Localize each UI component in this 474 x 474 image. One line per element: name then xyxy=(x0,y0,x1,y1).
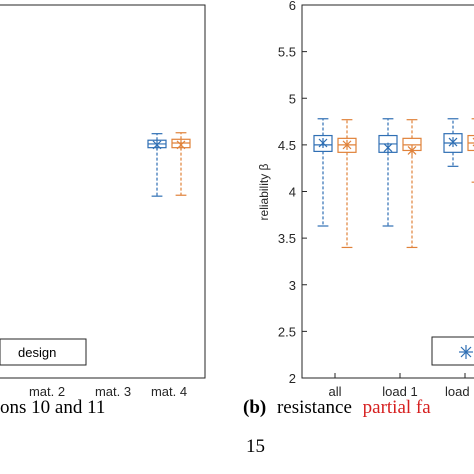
y-tick-label: 5.5 xyxy=(278,45,296,60)
right-caption-highlight: partial fa xyxy=(363,397,432,418)
y-tick-label: 6 xyxy=(289,0,296,13)
mean-marker xyxy=(176,139,186,150)
left-caption: ons 10 and 11 xyxy=(0,397,105,418)
page-number: 15 xyxy=(246,436,265,457)
y-tick-label: 3 xyxy=(289,278,296,293)
left-axes-frame xyxy=(0,4,206,379)
right-box-plots xyxy=(313,118,474,249)
right-box-blue-0 xyxy=(313,118,333,227)
right-x-tick-label: load xyxy=(445,384,470,399)
right-caption-label: (b) xyxy=(243,397,266,418)
left-box-orange-2 xyxy=(171,132,191,196)
y-tick-label: 4.5 xyxy=(278,138,296,153)
right-caption-text: resistance xyxy=(277,397,352,418)
y-tick-label: 3.5 xyxy=(278,231,296,246)
y-tick-label: 2.5 xyxy=(278,324,296,339)
right-legend-star-marker xyxy=(459,345,473,359)
y-tick-label: 4 xyxy=(289,185,296,200)
left-box-plots xyxy=(147,132,191,197)
right-box-blue-1 xyxy=(378,118,398,227)
left-legend-box xyxy=(0,338,87,366)
y-tick-label: 5 xyxy=(289,91,296,106)
mean-marker xyxy=(448,137,458,148)
left-x-tick-labels: mat. 2 mat. 3 mat. 4 xyxy=(29,384,187,399)
iqr-box xyxy=(313,134,333,153)
right-x-tick-labels: all load 1 load xyxy=(328,373,470,399)
right-y-ticks: 2 2.5 3 3.5 4 4.5 5 5.5 6 xyxy=(278,0,307,386)
left-legend-label: design xyxy=(18,345,56,360)
left-x-tick-label: mat. 4 xyxy=(151,384,187,399)
right-box-orange-0 xyxy=(337,119,357,249)
left-x-tick-label: mat. 3 xyxy=(95,384,131,399)
left-x-tick-label: mat. 2 xyxy=(29,384,65,399)
mean-marker xyxy=(407,145,417,156)
mean-marker xyxy=(383,142,393,153)
y-tick-label: 2 xyxy=(289,371,296,386)
right-axes-frame xyxy=(301,4,474,379)
right-box-blue-2 xyxy=(443,118,463,167)
left-box-blue-2 xyxy=(147,133,167,197)
right-caption: (b) resistance partial fa xyxy=(243,397,431,418)
mean-marker xyxy=(152,139,162,150)
right-x-tick-label: load 1 xyxy=(382,384,417,399)
mean-marker xyxy=(318,138,328,149)
right-x-tick-label: all xyxy=(328,384,341,399)
right-y-axis-label: reliability β xyxy=(257,163,271,220)
mean-marker xyxy=(342,139,352,150)
right-box-orange-2 xyxy=(467,118,474,183)
right-box-orange-1 xyxy=(402,119,422,249)
